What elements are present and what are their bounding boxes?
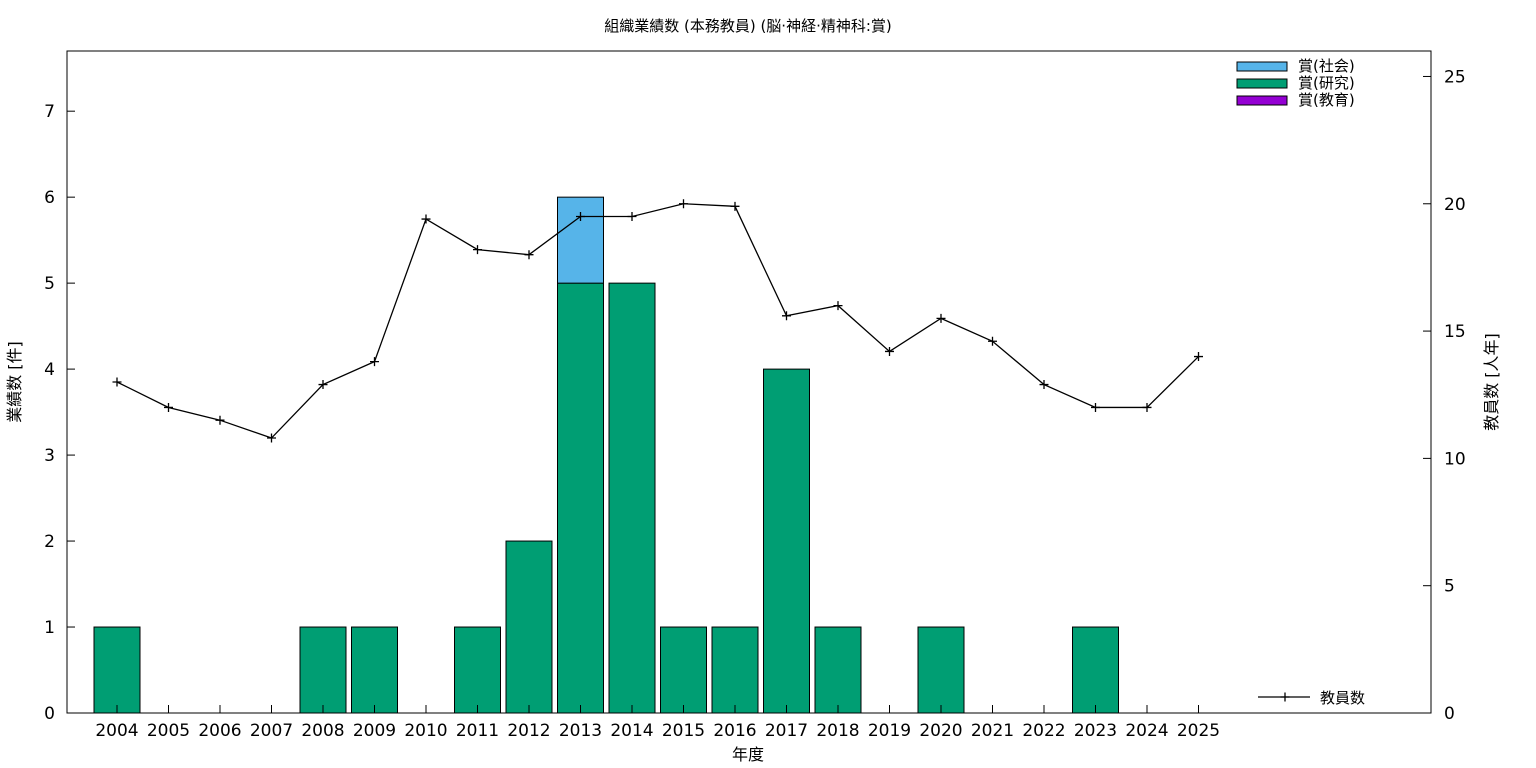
y-tick-label-4: 4 (44, 360, 55, 380)
line-point-2023 (1091, 402, 1100, 412)
line-point-2009 (370, 357, 379, 367)
y2-tick-label-20: 20 (1444, 195, 1466, 215)
line-point-2017 (782, 311, 791, 321)
line-point-2016 (730, 201, 740, 211)
line-point-2024 (1142, 402, 1152, 412)
chart-title: 組織業績数 (本務教員) (脳·神経·精神科:賞) (604, 17, 892, 35)
legend-swatch-賞(教育) (1236, 95, 1288, 106)
bar-2016-賞(研究) (711, 626, 759, 714)
line-point-2022 (1039, 380, 1049, 390)
line-point-2014 (627, 212, 637, 221)
bar-2020-賞(研究) (917, 626, 965, 714)
y-tick-label-7: 7 (44, 102, 55, 122)
y2-tick-label-0: 0 (1444, 704, 1455, 724)
line-point-2012 (524, 250, 534, 260)
x-tick-label-2004: 2004 (95, 721, 138, 741)
y-tick-label-5: 5 (44, 274, 55, 294)
y-axis-label: 業績数 [件] (5, 341, 24, 423)
bar-2004-賞(研究) (93, 626, 141, 714)
legend-label-賞(教育): 賞(教育) (1298, 91, 1355, 109)
line-point-2020 (936, 313, 946, 323)
bars-layer (93, 196, 1119, 714)
y2-tick-label-10: 10 (1444, 449, 1466, 469)
bar-2018-賞(研究) (814, 626, 862, 714)
legend-swatch-賞(社会) (1236, 61, 1288, 72)
x-tick-label-2024: 2024 (1125, 721, 1168, 741)
legend-line-marker (1280, 692, 1290, 702)
x-tick-label-2025: 2025 (1177, 721, 1220, 741)
line-point-2018 (833, 301, 843, 311)
legend: 賞(社会)賞(研究)賞(教育) 教員数 (1236, 57, 1365, 707)
x-tick-label-2019: 2019 (868, 721, 911, 741)
x-tick-label-2017: 2017 (765, 721, 808, 741)
line-point-2004 (112, 377, 122, 387)
line-point-2008 (318, 380, 328, 390)
line-point-2025 (1194, 352, 1203, 362)
line-point-2019 (885, 346, 894, 356)
legend-label-賞(社会): 賞(社会) (1298, 57, 1355, 75)
x-tick-label-2015: 2015 (662, 721, 705, 741)
line-教員数 (116, 203, 1199, 439)
x-tick-label-2018: 2018 (816, 721, 859, 741)
x-tick-label-2005: 2005 (147, 721, 190, 741)
bar-2008-賞(研究) (299, 626, 347, 714)
x-tick-label-2007: 2007 (250, 721, 293, 741)
y-tick-label-6: 6 (44, 188, 55, 208)
x-tick-label-2006: 2006 (198, 721, 241, 741)
x-tick-label-2014: 2014 (610, 721, 653, 741)
line-point-2006 (215, 415, 225, 425)
y-tick-label-1: 1 (44, 618, 55, 638)
y-tick-label-0: 0 (44, 704, 55, 724)
y-tick-label-3: 3 (44, 446, 55, 466)
x-axis-label: 年度 (732, 745, 764, 764)
x-tick-label-2020: 2020 (919, 721, 962, 741)
line-point-2021 (988, 336, 997, 346)
legend-label-賞(研究): 賞(研究) (1298, 74, 1355, 92)
bar-2009-賞(研究) (351, 626, 398, 714)
y-tick-label-2: 2 (44, 532, 55, 552)
bar-2013-賞(社会) (557, 196, 604, 284)
x-tick-label-2010: 2010 (404, 721, 447, 741)
bar-2012-賞(研究) (505, 540, 553, 714)
plot-frame (66, 50, 1432, 714)
x-tick-label-2008: 2008 (301, 721, 344, 741)
legend-swatch-賞(研究) (1236, 78, 1288, 89)
x-tick-label-2016: 2016 (713, 721, 756, 741)
bar-2015-賞(研究) (660, 626, 707, 714)
line-point-2007 (267, 433, 276, 443)
bar-2023-賞(研究) (1072, 626, 1119, 714)
bar-2014-賞(研究) (608, 282, 656, 714)
x-tick-label-2009: 2009 (353, 721, 396, 741)
y2-tick-label-25: 25 (1444, 67, 1466, 87)
y2-tick-label-15: 15 (1444, 322, 1466, 342)
line-point-2010 (421, 214, 431, 224)
bar-2011-賞(研究) (454, 626, 501, 714)
y2-axis-label: 教員数 [人年] (1482, 333, 1501, 431)
legend-label-教員数: 教員数 (1320, 689, 1365, 707)
bar-2013-賞(研究) (557, 282, 604, 714)
x-tick-label-2011: 2011 (456, 721, 499, 741)
x-tick-label-2021: 2021 (971, 721, 1014, 741)
line-point-2011 (473, 245, 482, 255)
x-tick-label-2013: 2013 (559, 721, 602, 741)
line-point-2005 (164, 402, 173, 412)
line-point-2015 (679, 199, 688, 209)
x-tick-label-2023: 2023 (1074, 721, 1117, 741)
x-tick-label-2022: 2022 (1022, 721, 1065, 741)
line-point-2013 (576, 212, 585, 221)
bar-2017-賞(研究) (763, 368, 810, 714)
line-layer (112, 199, 1203, 443)
x-tick-label-2012: 2012 (507, 721, 550, 741)
y2-tick-label-5: 5 (1444, 577, 1455, 597)
